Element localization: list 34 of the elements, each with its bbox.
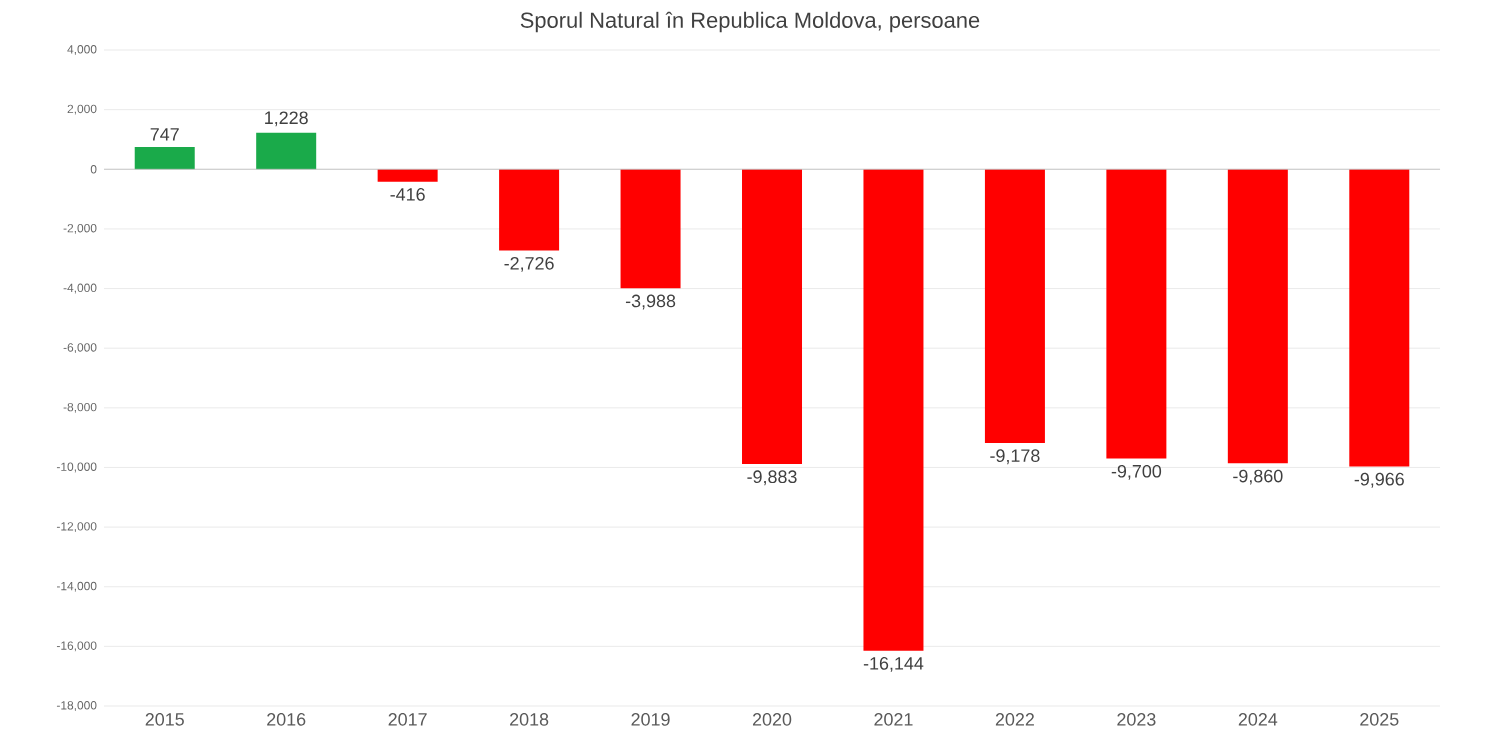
x-tick-label: 2018 (510, 713, 549, 726)
bar (1227, 169, 1288, 464)
data-label: -9,178 (990, 449, 1040, 465)
bar (256, 132, 317, 170)
data-label: -16,144 (863, 657, 924, 672)
x-tick-label: 2022 (995, 713, 1034, 726)
data-label: 747 (150, 128, 179, 141)
chart-title: Sporul Natural în Republica Moldova, persoane (520, 11, 980, 33)
x-tick-label: 2019 (631, 713, 670, 726)
x-tick-label: 2025 (1360, 713, 1399, 726)
bar (1106, 169, 1167, 459)
data-label: -9,883 (747, 470, 797, 486)
bar (742, 169, 803, 464)
bar (863, 169, 924, 651)
data-label: -2,726 (504, 256, 554, 272)
x-tick-label: 2017 (388, 713, 427, 726)
bar (377, 169, 438, 182)
data-label: -9,966 (1354, 472, 1404, 488)
x-tick-label: 2023 (1117, 713, 1156, 726)
bar (620, 169, 681, 289)
x-tick-label: 2024 (1238, 713, 1278, 726)
data-label: -9,860 (1233, 469, 1283, 485)
bar (1349, 169, 1410, 467)
data-label: -9,700 (1111, 464, 1162, 480)
data-label: 1,228 (265, 111, 308, 127)
x-tick-label: 2020 (752, 713, 792, 726)
bar (499, 169, 560, 251)
data-label: -3,988 (625, 294, 676, 310)
bar (134, 146, 195, 170)
x-tick-label: 2021 (874, 713, 913, 726)
x-tick-label: 2015 (145, 713, 184, 726)
x-tick-label: 2016 (267, 713, 306, 726)
data-label: -416 (390, 188, 425, 201)
bar (984, 169, 1045, 443)
